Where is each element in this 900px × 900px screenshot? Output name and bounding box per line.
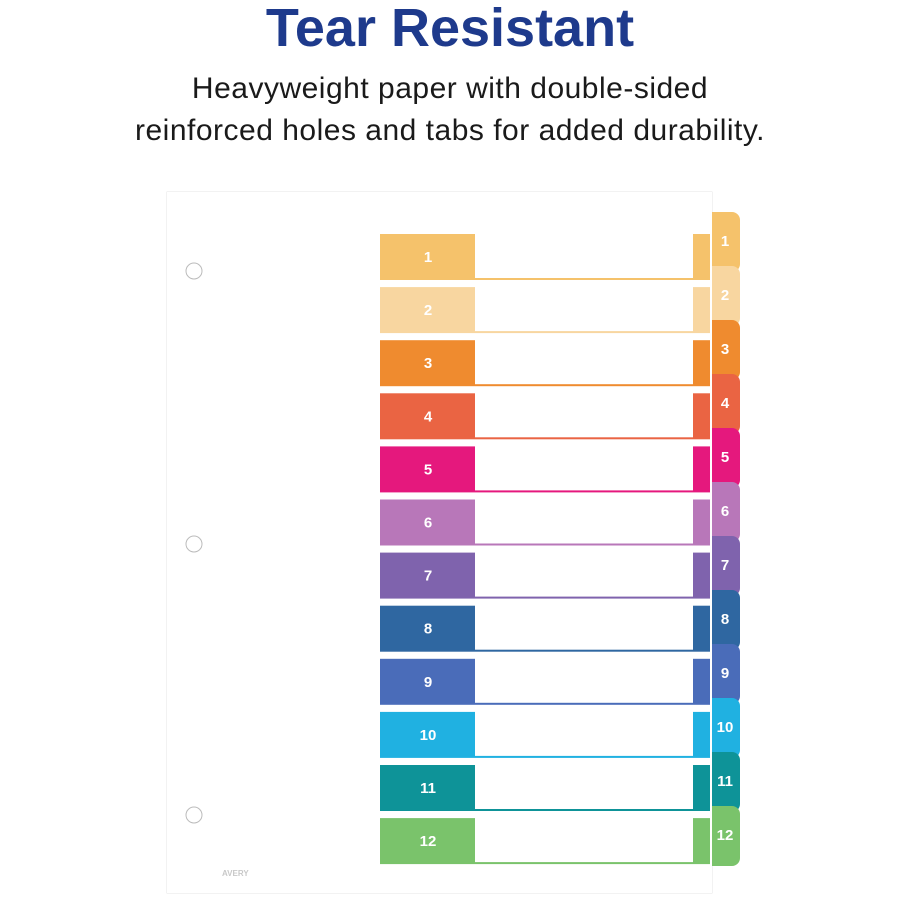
title: Tear Resistant (266, 0, 634, 58)
tab-end (693, 287, 710, 334)
tab-swatch (380, 234, 475, 280)
tab-end (693, 393, 710, 440)
tab-end (693, 818, 710, 865)
entry-line (475, 702, 693, 705)
tab-number: 3 (424, 355, 432, 372)
tab-swatch (380, 499, 475, 546)
hole (185, 262, 203, 280)
tab-end (693, 499, 710, 546)
tab-end (693, 234, 710, 280)
tab-swatch (380, 818, 475, 865)
tab-swatch (380, 287, 475, 334)
tab-swatch (380, 765, 475, 811)
tab-end (693, 340, 710, 387)
entry-line (475, 543, 693, 546)
tab-number: 11 (420, 780, 436, 797)
tab-number: 6 (424, 514, 432, 531)
side-tab-number: 3 (721, 341, 729, 358)
tab-end (693, 446, 710, 493)
side-tab-number: 2 (721, 287, 729, 304)
side-tab-number: 4 (721, 395, 730, 412)
subtitle-line: Heavyweight paper with double-sided (192, 72, 708, 105)
tab-end (693, 711, 710, 758)
tab-number: 1 (424, 249, 432, 266)
tab-end (693, 765, 710, 811)
entry-line (475, 490, 693, 493)
side-tab-number: 11 (717, 773, 733, 790)
entry-line (475, 755, 693, 758)
hole (185, 535, 203, 553)
tab-number: 7 (424, 568, 432, 585)
entry-line (475, 649, 693, 652)
side-tab-number: 12 (717, 827, 734, 844)
tab-end (693, 552, 710, 599)
tab-swatch (380, 552, 475, 599)
side-tab-number: 7 (721, 557, 729, 574)
tab-number: 10 (420, 727, 437, 744)
side-tab-number: 6 (721, 503, 729, 520)
tab-swatch (380, 605, 475, 652)
entry-line (475, 384, 693, 387)
hole (185, 806, 203, 824)
tab-number: 9 (424, 674, 432, 691)
subtitle-line: reinforced holes and tabs for added dura… (135, 114, 765, 147)
tab-number: 4 (424, 408, 433, 425)
entry-line (475, 278, 693, 280)
side-tab-number: 9 (721, 665, 729, 682)
logo: AVERY (222, 869, 249, 878)
tab-number: 5 (424, 461, 432, 478)
tab-swatch (380, 658, 475, 705)
entry-line (475, 437, 693, 440)
entry-line (475, 809, 693, 811)
tab-number: 2 (424, 302, 432, 319)
side-tab-number: 10 (717, 719, 734, 736)
tab-swatch (380, 393, 475, 440)
tab-swatch (380, 340, 475, 387)
side-tab-number: 1 (721, 233, 729, 250)
entry-line (475, 862, 693, 865)
tab-swatch (380, 446, 475, 493)
tab-number: 12 (420, 833, 437, 850)
tab-end (693, 605, 710, 652)
side-tab-number: 8 (721, 611, 729, 628)
side-tab-number: 5 (721, 449, 729, 466)
tab-number: 8 (424, 621, 432, 638)
entry-line (475, 596, 693, 599)
tab-end (693, 658, 710, 705)
entry-line (475, 331, 693, 334)
tab-swatch (380, 711, 475, 758)
